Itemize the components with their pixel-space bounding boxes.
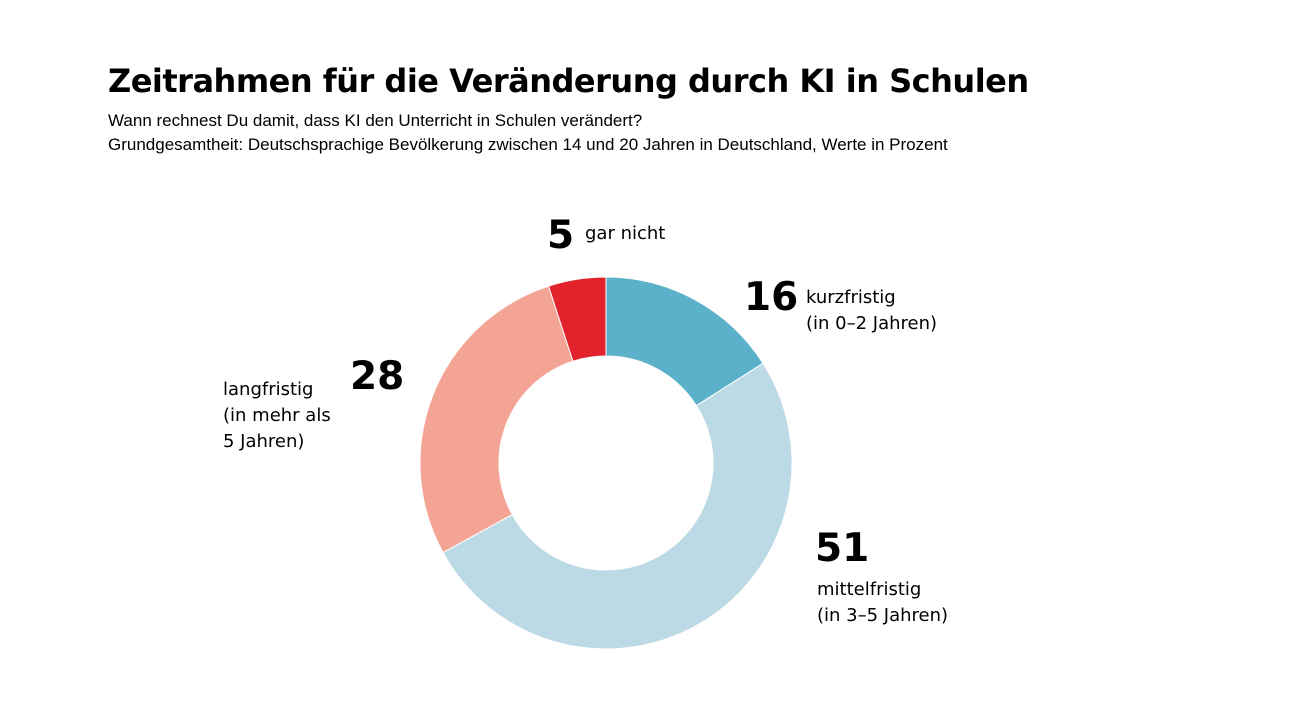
category-label-line: 5 Jahren): [223, 431, 305, 452]
category-label-langfristig: langfristig (in mehr als 5 Jahren): [223, 377, 331, 455]
category-label-mittelfristig: mittelfristig (in 3–5 Jahren): [817, 577, 948, 629]
chart-title: Zeitrahmen für die Veränderung durch KI …: [108, 62, 1029, 100]
value-label-mittelfristig: 51: [815, 526, 870, 571]
value-label-langfristig: 28: [350, 354, 405, 399]
category-label-line: (in mehr als: [223, 405, 331, 426]
category-label-kurzfristig: kurzfristig (in 0–2 Jahren): [806, 285, 937, 337]
chart-question: Wann rechnest Du damit, dass KI den Unte…: [108, 111, 643, 130]
donut-slice-gar-nicht: [547, 276, 607, 362]
category-label-line: langfristig: [223, 379, 314, 400]
category-label-line: kurzfristig: [806, 287, 896, 308]
donut-slice-langfristig: [419, 285, 574, 554]
donut-slice-mittelfristig: [442, 362, 793, 650]
chart-population-note: Grundgesamtheit: Deutschsprachige Bevölk…: [108, 135, 948, 154]
value-label-kurzfristig: 16: [744, 275, 799, 320]
value-label-gar-nicht: 5: [547, 213, 575, 258]
category-label-line: (in 0–2 Jahren): [806, 313, 938, 334]
category-label-line: (in 3–5 Jahren): [817, 605, 949, 626]
category-label-line: gar nicht: [585, 223, 666, 244]
category-label-gar-nicht: gar nicht: [585, 221, 665, 247]
category-label-line: mittelfristig: [817, 579, 922, 600]
